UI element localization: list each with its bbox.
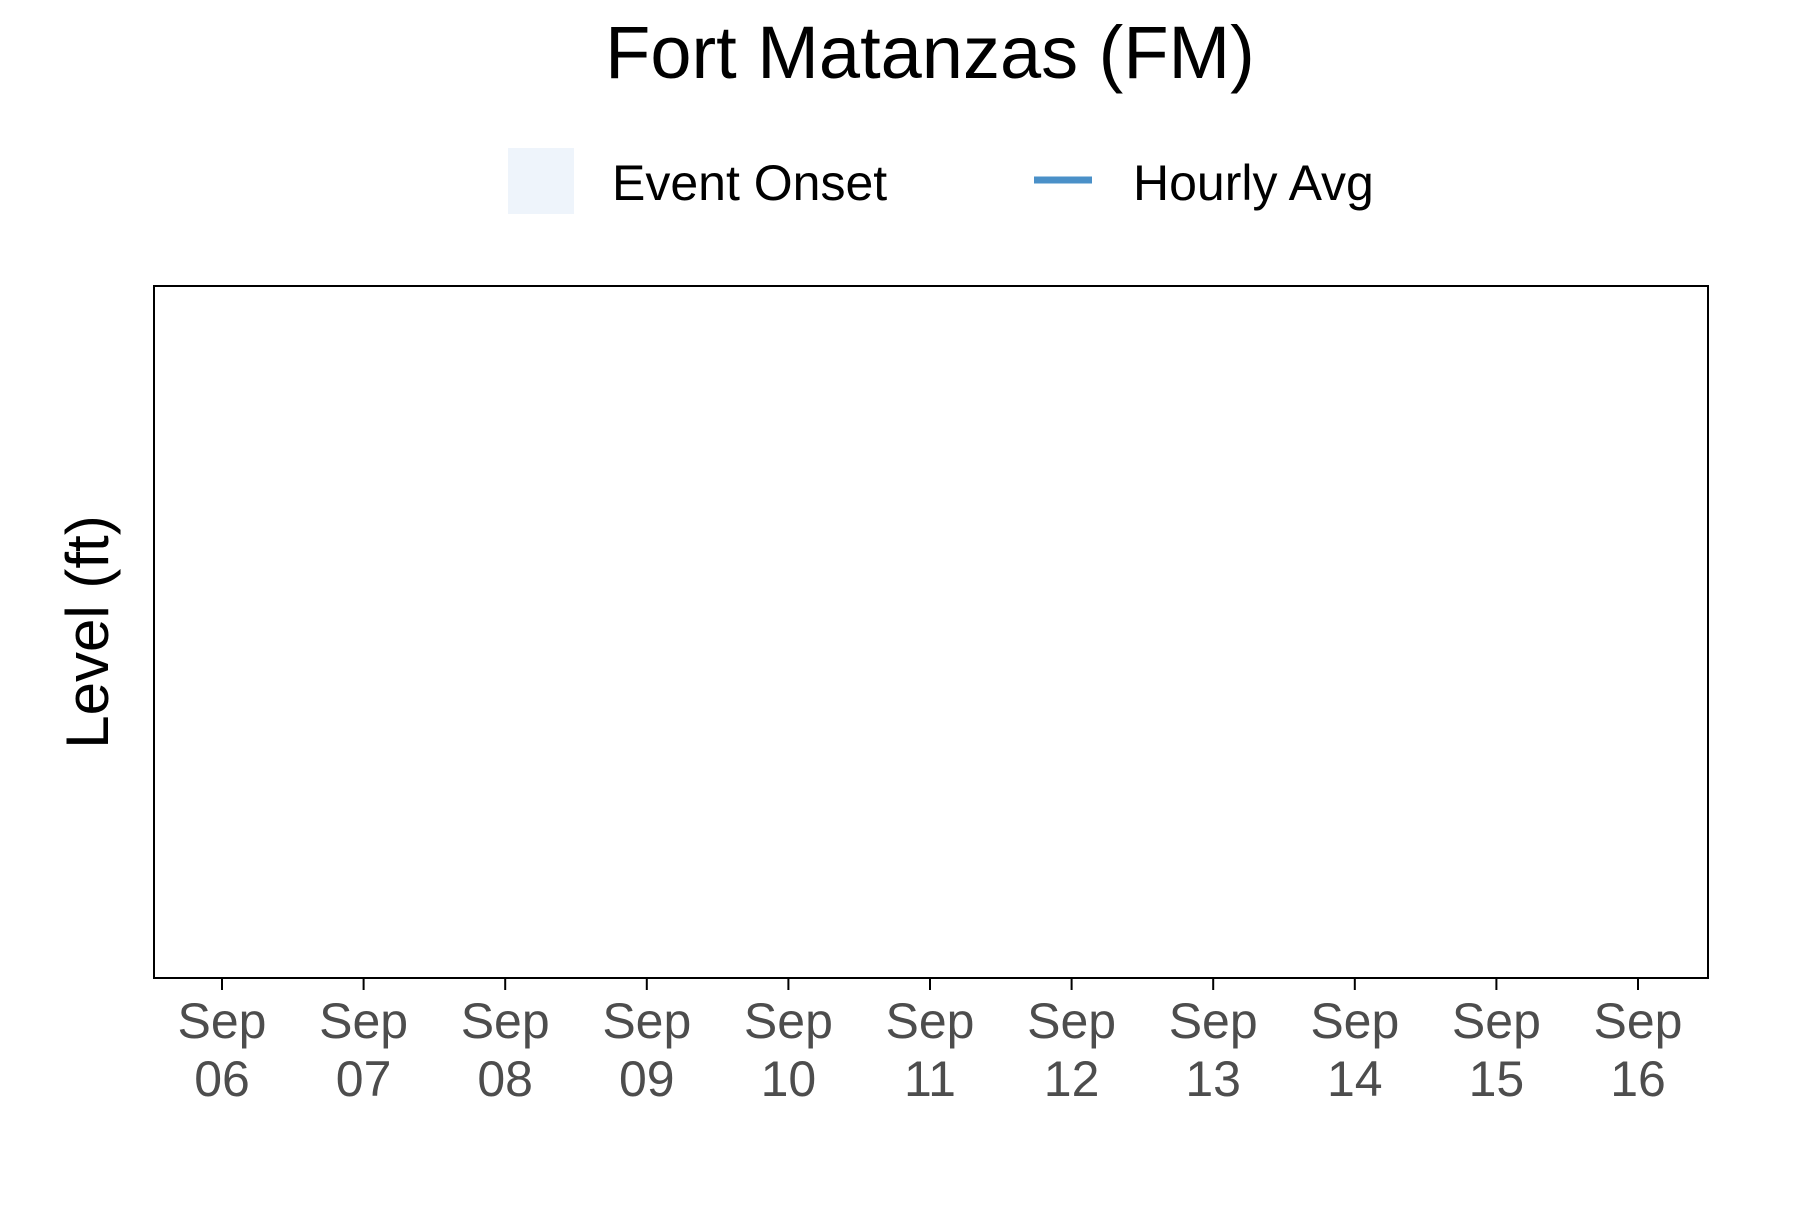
x-tick-label-month: Sep	[1310, 993, 1399, 1049]
x-tick-label-month: Sep	[1027, 993, 1116, 1049]
x-tick-label-month: Sep	[886, 993, 975, 1049]
legend-label-hourly-avg: Hourly Avg	[1133, 155, 1374, 211]
x-tick-label-day: 09	[619, 1051, 675, 1107]
x-tick-label-month: Sep	[744, 993, 833, 1049]
x-tick-label-month: Sep	[319, 993, 408, 1049]
x-tick-label-day: 06	[194, 1051, 250, 1107]
legend-label-event-onset: Event Onset	[612, 155, 887, 211]
legend-swatch-event-onset	[508, 148, 574, 214]
x-tick-label-day: 13	[1185, 1051, 1241, 1107]
x-tick-label-day: 11	[904, 1051, 956, 1107]
plot-frame	[153, 285, 1709, 979]
y-axis-label: Level (ft)	[54, 515, 121, 748]
x-tick-label-day: 10	[761, 1051, 817, 1107]
x-tick-label-day: 15	[1469, 1051, 1525, 1107]
legend: Event Onset Hourly Avg	[508, 148, 1374, 214]
x-tick-label-day: 14	[1327, 1051, 1383, 1107]
x-tick-label-month: Sep	[602, 993, 691, 1049]
x-tick-label-month: Sep	[1452, 993, 1541, 1049]
x-tick-label-month: Sep	[1594, 993, 1683, 1049]
chart-title: Fort Matanzas (FM)	[605, 11, 1255, 94]
x-axis: Sep06Sep07Sep08Sep09Sep10Sep11Sep12Sep13…	[178, 978, 1683, 1107]
x-tick-label-month: Sep	[178, 993, 267, 1049]
x-tick-label-month: Sep	[1169, 993, 1258, 1049]
x-tick-label-day: 07	[336, 1051, 392, 1107]
x-tick-label-month: Sep	[461, 993, 550, 1049]
x-tick-label-day: 08	[477, 1051, 533, 1107]
x-tick-label-day: 16	[1610, 1051, 1666, 1107]
x-tick-label-day: 12	[1044, 1051, 1100, 1107]
